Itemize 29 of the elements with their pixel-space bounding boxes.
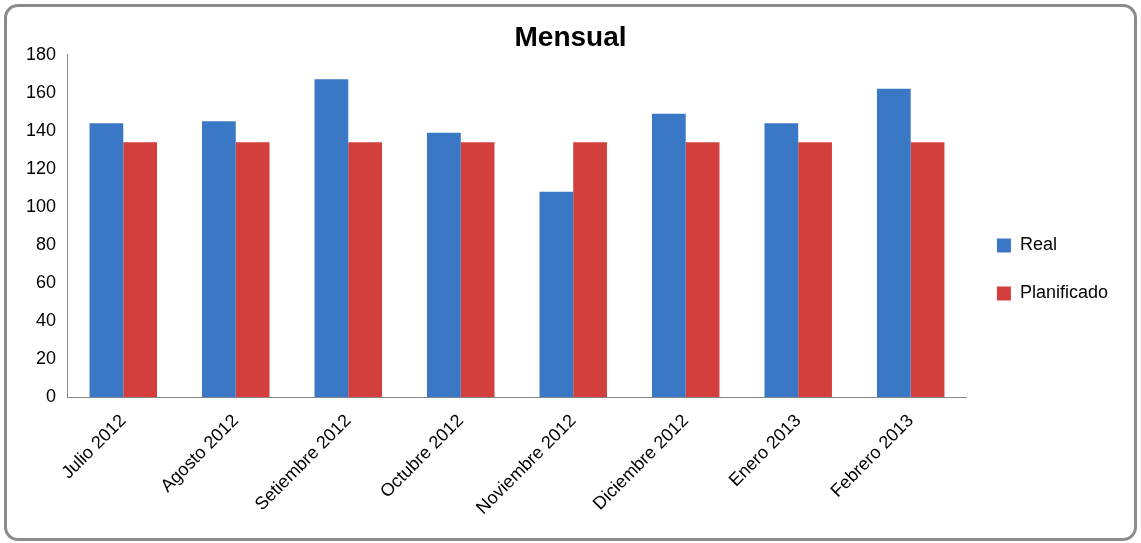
bar — [460, 142, 495, 398]
bar — [539, 191, 574, 398]
y-tick-label: 120 — [25, 157, 57, 178]
y-tick-label: 100 — [25, 195, 57, 216]
bar — [89, 123, 124, 398]
y-tick-label: 180 — [25, 43, 57, 64]
bar — [764, 123, 799, 398]
bar — [910, 142, 945, 398]
bar — [798, 142, 832, 398]
legend-label: Planificado — [1019, 282, 1108, 303]
bar — [235, 142, 270, 398]
bar — [314, 79, 349, 398]
bar — [348, 142, 382, 398]
y-tick-label: 160 — [25, 81, 57, 102]
bar — [876, 88, 911, 398]
y-tick-label: 60 — [36, 272, 57, 293]
bar — [685, 142, 720, 398]
bar — [202, 121, 236, 398]
y-tick-label: 0 — [46, 386, 57, 407]
bar — [123, 142, 158, 398]
bar — [573, 142, 607, 398]
bar — [427, 132, 461, 398]
bar — [651, 113, 686, 398]
chart-title: Mensual — [514, 20, 627, 52]
y-tick-label: 80 — [36, 233, 57, 254]
y-tick-label: 40 — [36, 310, 57, 331]
y-tick-label: 20 — [36, 348, 57, 369]
y-tick-label: 140 — [25, 119, 57, 140]
legend-label: Real — [1019, 234, 1057, 255]
